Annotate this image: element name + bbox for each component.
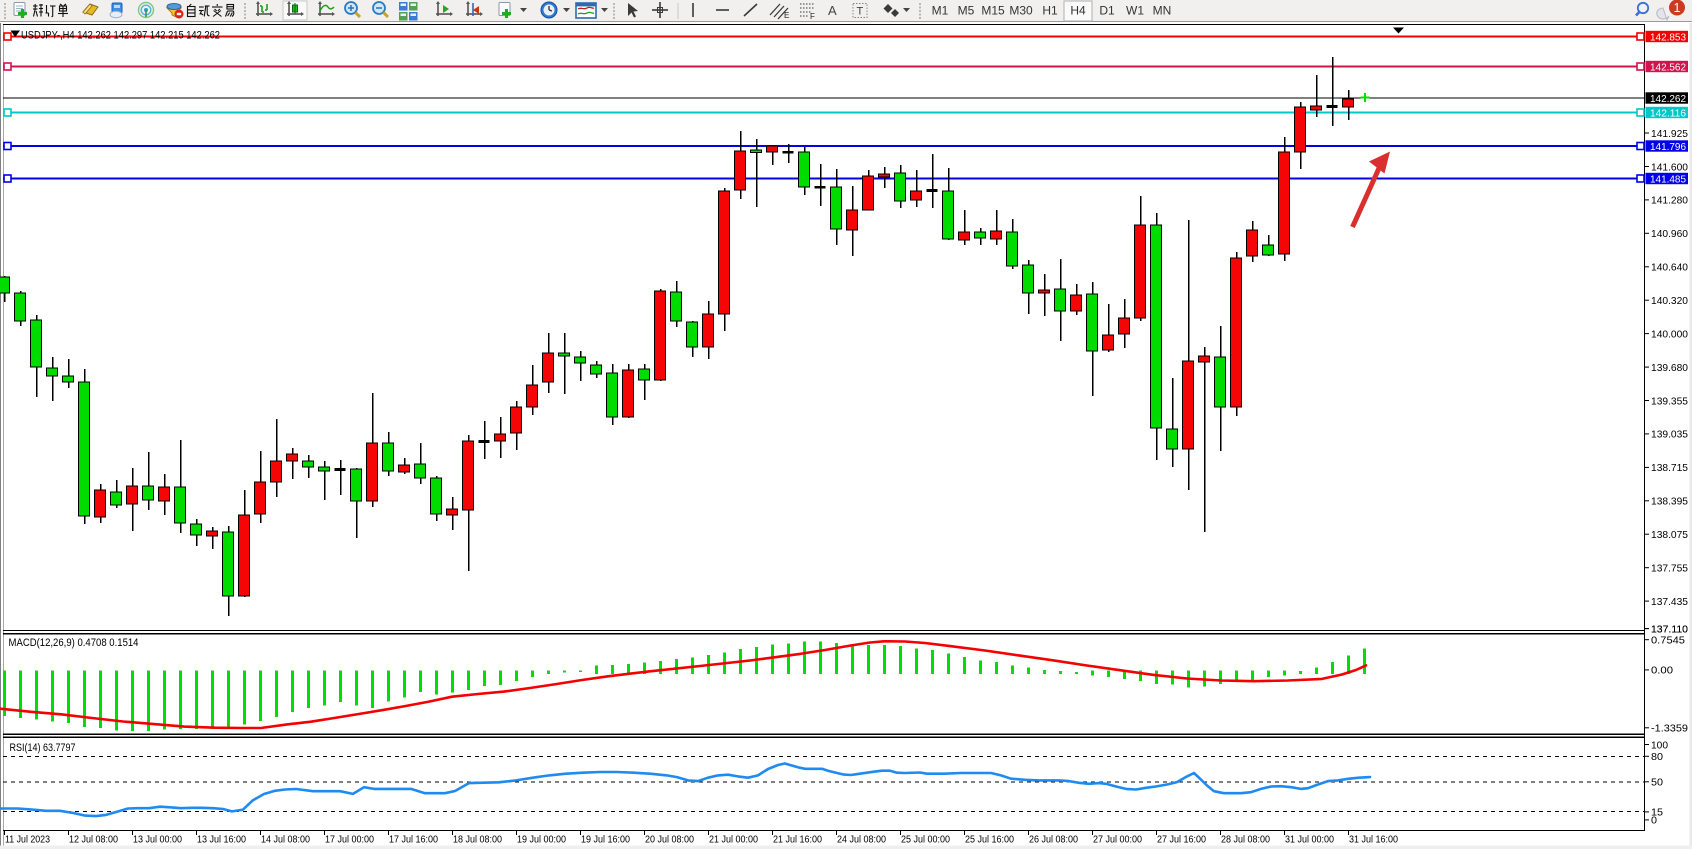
svg-text:141.600: 141.600	[1651, 161, 1688, 173]
svg-text:12 Jul 08:00: 12 Jul 08:00	[69, 835, 118, 846]
svg-text:-1.3359: -1.3359	[1651, 723, 1688, 735]
svg-text:27 Jul 00:00: 27 Jul 00:00	[1093, 835, 1142, 846]
svg-text:50: 50	[1651, 777, 1663, 789]
svg-text:137.755: 137.755	[1651, 563, 1688, 575]
svg-text:19 Jul 00:00: 19 Jul 00:00	[517, 835, 566, 846]
svg-text:1: 1	[1674, 1, 1681, 15]
svg-text:MN: MN	[1153, 4, 1172, 18]
svg-text:M15: M15	[981, 4, 1005, 18]
svg-text:139.035: 139.035	[1651, 429, 1688, 441]
svg-text:26 Jul 08:00: 26 Jul 08:00	[1029, 835, 1078, 846]
svg-text:MACD(12,26,9) 0.4708 0.1514: MACD(12,26,9) 0.4708 0.1514	[9, 637, 139, 649]
svg-text:0: 0	[1651, 815, 1657, 827]
svg-text:T: T	[857, 6, 864, 18]
svg-text:W1: W1	[1126, 4, 1144, 18]
svg-text:15: 15	[1651, 807, 1663, 819]
svg-text:142.262: 142.262	[1650, 93, 1686, 105]
svg-text:141.925: 141.925	[1651, 128, 1688, 140]
svg-text:138.715: 138.715	[1651, 462, 1688, 474]
svg-text:31 Jul 00:00: 31 Jul 00:00	[1285, 835, 1334, 846]
svg-text:19 Jul 16:00: 19 Jul 16:00	[581, 835, 630, 846]
svg-text:M5: M5	[958, 4, 975, 18]
svg-text:100: 100	[1651, 739, 1668, 751]
svg-text:E: E	[784, 11, 789, 20]
svg-text:0.00: 0.00	[1651, 665, 1673, 677]
svg-text:13 Jul 00:00: 13 Jul 00:00	[133, 835, 182, 846]
svg-text:25 Jul 00:00: 25 Jul 00:00	[901, 835, 950, 846]
svg-text:138.395: 138.395	[1651, 496, 1688, 508]
svg-text:21 Jul 00:00: 21 Jul 00:00	[709, 835, 758, 846]
svg-text:H4: H4	[1070, 4, 1086, 18]
svg-text:M1: M1	[932, 4, 949, 18]
svg-text:0.7545: 0.7545	[1651, 635, 1685, 647]
svg-text:141.280: 141.280	[1651, 195, 1688, 207]
svg-text:140.320: 140.320	[1651, 295, 1688, 307]
svg-text:142.116: 142.116	[1650, 107, 1686, 119]
svg-text:142.562: 142.562	[1650, 61, 1686, 73]
svg-text:28 Jul 08:00: 28 Jul 08:00	[1221, 835, 1270, 846]
svg-text:25 Jul 16:00: 25 Jul 16:00	[965, 835, 1014, 846]
svg-text:USDJPY-,H4 142.262 142.297 142: USDJPY-,H4 142.262 142.297 142.215 142.2…	[21, 30, 220, 42]
svg-text:18 Jul 08:00: 18 Jul 08:00	[453, 835, 502, 846]
svg-text:141.796: 141.796	[1650, 141, 1686, 153]
svg-text:139.355: 139.355	[1651, 395, 1688, 407]
svg-text:142.853: 142.853	[1650, 31, 1686, 43]
svg-text:21 Jul 16:00: 21 Jul 16:00	[773, 835, 822, 846]
svg-text:140.000: 140.000	[1651, 328, 1688, 340]
svg-text:138.075: 138.075	[1651, 529, 1688, 541]
svg-text:137.110: 137.110	[1651, 623, 1688, 635]
svg-text:80: 80	[1651, 751, 1663, 763]
svg-text:137.110: 137.110	[1651, 623, 1688, 635]
svg-text:M30: M30	[1009, 4, 1033, 18]
svg-text:20 Jul 08:00: 20 Jul 08:00	[645, 835, 694, 846]
svg-text:137.435: 137.435	[1651, 596, 1688, 608]
svg-text:31 Jul 16:00: 31 Jul 16:00	[1349, 835, 1398, 846]
svg-text:14 Jul 08:00: 14 Jul 08:00	[261, 835, 310, 846]
svg-text:A: A	[828, 3, 837, 18]
svg-text:139.680: 139.680	[1651, 362, 1688, 374]
svg-text:F: F	[810, 12, 815, 21]
svg-text:D1: D1	[1099, 4, 1115, 18]
svg-text:H1: H1	[1042, 4, 1058, 18]
svg-text:140.640: 140.640	[1651, 262, 1688, 274]
svg-text:RSI(14) 63.7797: RSI(14) 63.7797	[10, 742, 76, 754]
svg-text:17 Jul 00:00: 17 Jul 00:00	[325, 835, 374, 846]
svg-text:17 Jul 16:00: 17 Jul 16:00	[389, 835, 438, 846]
svg-text:11 Jul 2023: 11 Jul 2023	[5, 835, 50, 846]
svg-text:141.485: 141.485	[1650, 173, 1686, 185]
svg-text:27 Jul 16:00: 27 Jul 16:00	[1157, 835, 1206, 846]
svg-text:24 Jul 08:00: 24 Jul 08:00	[837, 835, 886, 846]
svg-text:140.960: 140.960	[1651, 228, 1688, 240]
svg-text:13 Jul 16:00: 13 Jul 16:00	[197, 835, 246, 846]
